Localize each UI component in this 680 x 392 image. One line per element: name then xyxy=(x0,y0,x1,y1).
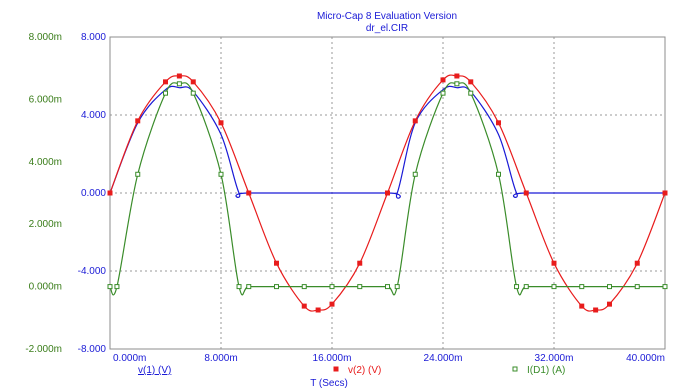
series-point-2 xyxy=(662,284,668,290)
series-point-1 xyxy=(662,190,668,196)
series-point-1 xyxy=(357,260,363,266)
series-point-1 xyxy=(190,79,196,85)
y-left-tick-label: 0.000 xyxy=(81,188,106,199)
series-point-1 xyxy=(454,73,460,79)
series-point-2 xyxy=(163,90,168,96)
series-point-2 xyxy=(468,90,474,96)
series-point-2 xyxy=(454,81,460,87)
series-point-2 xyxy=(551,284,557,290)
series-point-1 xyxy=(593,307,599,313)
legend-marker-1 xyxy=(333,366,339,372)
series-point-2 xyxy=(236,284,242,290)
axes: 0.000m 8.000m 16.000m 24.000m 32.000m 40.000m… xyxy=(25,32,665,364)
series-line-0 xyxy=(109,85,665,199)
y-outer-tick-label: -2.000m xyxy=(25,344,62,355)
series-point-1 xyxy=(107,190,113,196)
series-point-1 xyxy=(496,120,501,126)
series-point-1 xyxy=(634,260,640,266)
series-layer xyxy=(107,73,668,313)
series-point-2 xyxy=(176,81,182,87)
series-point-1 xyxy=(218,120,224,126)
x-tick-label: 8.000m xyxy=(204,353,237,364)
series-point-2 xyxy=(412,171,418,177)
chart-subtitle: dr_el.CIR xyxy=(366,23,408,34)
y-outer-tick-label: 6.000m xyxy=(29,94,62,105)
series-point-2 xyxy=(357,284,363,290)
series-point-1 xyxy=(274,260,279,266)
y-left-tick-label: -4.000 xyxy=(78,266,107,277)
x-tick-label: 16.000m xyxy=(313,353,352,364)
series-point-1 xyxy=(329,301,335,307)
series-point-1 xyxy=(523,190,529,196)
series-point-2 xyxy=(218,171,224,177)
legend-label-2: I(D1) (A) xyxy=(527,365,565,376)
series-point-1 xyxy=(135,118,141,124)
series-point-2 xyxy=(190,90,196,96)
series-point-2 xyxy=(135,171,141,177)
legend: T (Secs) v(1) (V) v(2) (V) I(D1) (A) xyxy=(138,365,565,389)
series-point-2 xyxy=(246,284,252,290)
legend-label-0: v(1) (V) xyxy=(138,365,171,376)
series-point-1 xyxy=(315,307,321,313)
x-tick-label: 0.000m xyxy=(113,353,146,364)
series-point-1 xyxy=(412,118,418,124)
series-point-1 xyxy=(551,260,557,266)
y-outer-tick-label: 0.000m xyxy=(29,282,62,293)
series-point-1 xyxy=(163,79,168,85)
series-point-2 xyxy=(579,284,585,290)
series-point-1 xyxy=(468,79,474,85)
legend-marker-2 xyxy=(512,366,518,372)
x-tick-label: 40.000m xyxy=(626,353,665,364)
series-point-2 xyxy=(394,284,400,290)
series-point-1 xyxy=(176,73,182,79)
xlabel: T (Secs) xyxy=(310,378,348,389)
series-point-2 xyxy=(634,284,640,290)
y-left-tick-label: 4.000 xyxy=(81,110,106,121)
series-point-2 xyxy=(114,284,120,290)
chart-title: Micro-Cap 8 Evaluation Version xyxy=(317,11,457,22)
series-point-2 xyxy=(107,284,113,290)
series-point-1 xyxy=(301,303,307,309)
series-point-2 xyxy=(301,284,307,290)
y-left-tick-label: -8.000 xyxy=(78,344,107,355)
series-point-1 xyxy=(607,301,612,307)
series-point-2 xyxy=(440,90,446,96)
series-point-2 xyxy=(523,284,529,290)
y-outer-tick-label: 2.000m xyxy=(29,219,62,230)
series-point-2 xyxy=(607,284,612,290)
legend-label-1: v(2) (V) xyxy=(348,365,381,376)
x-tick-label: 24.000m xyxy=(424,353,463,364)
series-point-1 xyxy=(246,190,252,196)
series-point-1 xyxy=(579,303,585,309)
series-point-2 xyxy=(385,284,390,290)
y-left-tick-label: 8.000 xyxy=(81,32,106,43)
series-point-2 xyxy=(514,284,520,290)
series-point-1 xyxy=(385,190,390,196)
y-outer-tick-label: 4.000m xyxy=(29,157,62,168)
series-point-2 xyxy=(274,284,279,290)
series-point-2 xyxy=(496,171,501,177)
series-point-2 xyxy=(329,284,335,290)
series-point-1 xyxy=(440,77,446,83)
y-outer-tick-label: 8.000m xyxy=(29,32,62,43)
x-tick-label: 32.000m xyxy=(535,353,574,364)
